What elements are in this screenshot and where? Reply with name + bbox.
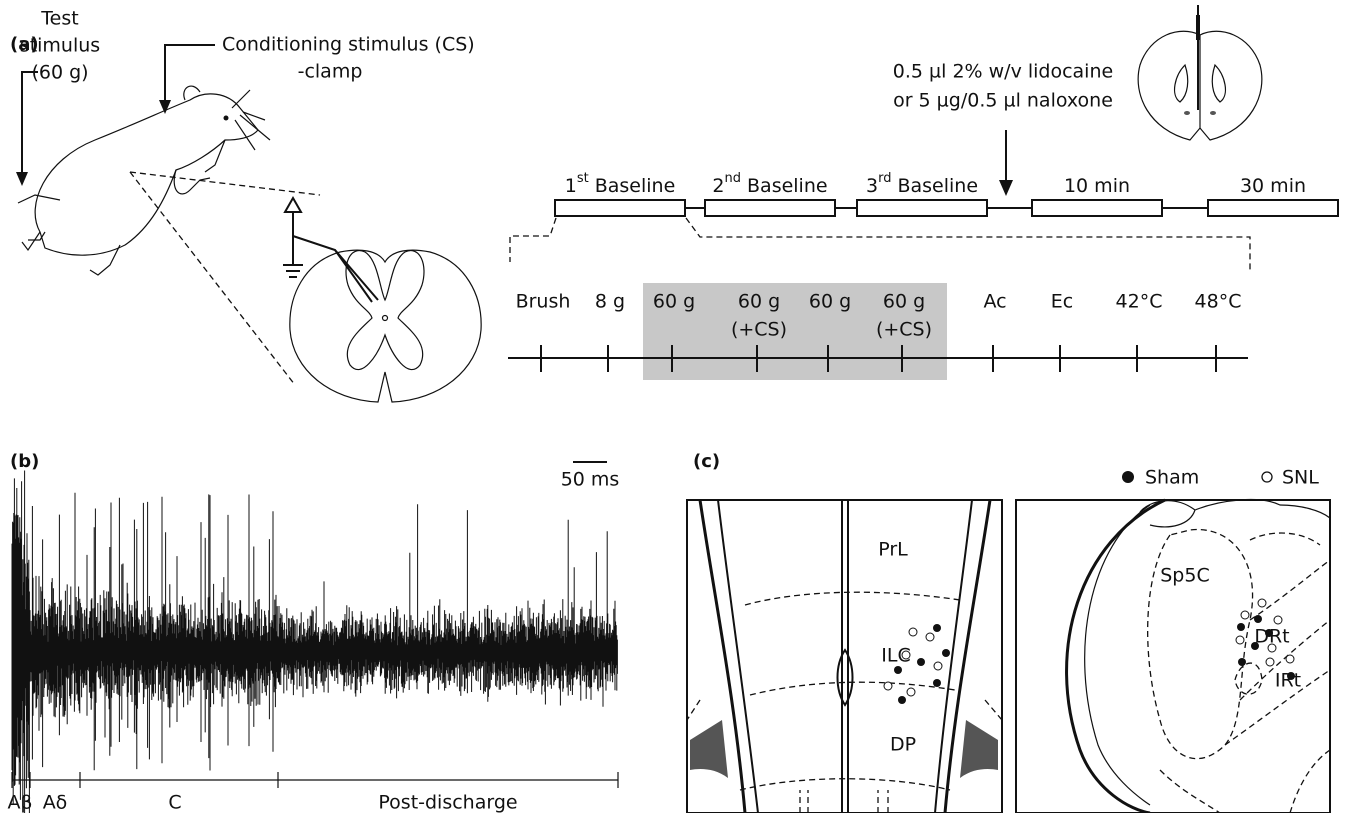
session-number: 1 [565, 175, 577, 197]
phase-label: Post-discharge [378, 792, 517, 813]
recording-sites [884, 599, 1295, 704]
session-label: 10 min [1064, 175, 1130, 197]
zoom-line [130, 172, 295, 385]
test-label: (+CS) [876, 319, 932, 341]
figure: (a) Test stimulus (60 g) Conditioning st… [0, 0, 1346, 813]
panel-label: (c) [693, 451, 720, 472]
session-label: 30 min [1240, 175, 1306, 197]
legend-marker [1122, 471, 1134, 483]
session-box [1032, 200, 1162, 216]
session-box [705, 200, 835, 216]
cs-arrow [165, 45, 215, 108]
phase-label: C [168, 792, 181, 813]
legend-marker [1262, 472, 1272, 482]
phase-label: Aδ [43, 792, 68, 813]
cs-label: Conditioning stimulus (CS) [222, 34, 475, 56]
test-label: 60 g [738, 291, 780, 313]
test-label: 60 g [809, 291, 851, 313]
session-box [1208, 200, 1338, 216]
scale-bar-label: 50 ms [561, 469, 620, 491]
test-arrow [22, 72, 38, 180]
session-name: 30 min [1240, 175, 1306, 197]
panel-label: (b) [10, 451, 39, 472]
region-label: DP [890, 734, 916, 756]
test-label: (+CS) [731, 319, 787, 341]
session-box [555, 200, 685, 216]
injection-label: 0.5 µl 2% w/v lidocaine [893, 61, 1113, 83]
test-label: 60 g [883, 291, 925, 313]
injection-label: or 5 µg/0.5 µl naloxone [893, 90, 1113, 112]
session-label: 2nd Baseline [712, 171, 827, 197]
session-number: 3 [866, 175, 878, 197]
cs-label: -clamp [298, 61, 363, 83]
test-stimulus-label: (60 g) [31, 62, 88, 84]
brain-section-right [1016, 500, 1330, 813]
spinal-cord-section [290, 250, 481, 402]
session-name: Baseline [747, 175, 828, 197]
brain-injection-drawing [1138, 5, 1262, 140]
region-label: IRt [1275, 670, 1301, 692]
test-label: Brush [516, 291, 571, 313]
arrow-head [999, 180, 1013, 196]
session-name: Baseline [595, 175, 676, 197]
test-label: 8 g [595, 291, 625, 313]
session-label: 3rd Baseline [866, 171, 978, 197]
test-label: Ac [983, 291, 1006, 313]
rat-drawing [18, 86, 270, 275]
session-name: Baseline [897, 175, 978, 197]
test-label: 48°C [1195, 291, 1242, 313]
region-label: PrL [878, 539, 908, 561]
session-name: 10 min [1064, 175, 1130, 197]
legend-label: Sham [1145, 467, 1199, 489]
test-label: Ec [1051, 291, 1073, 313]
test-label: 60 g [653, 291, 695, 313]
session-suffix: nd [725, 171, 742, 186]
phase-label: Aβ [7, 792, 32, 813]
session-box [857, 200, 987, 216]
test-stimulus-label: Test [40, 8, 78, 30]
expand-bracket [510, 218, 556, 262]
session-suffix: rd [878, 171, 891, 186]
session-number: 2 [712, 175, 724, 197]
phase-axis [12, 772, 618, 788]
recording-trace [12, 471, 617, 813]
test-label: 42°C [1116, 291, 1163, 313]
expand-bracket [686, 218, 1250, 272]
session-label: 1st Baseline [565, 171, 676, 197]
legend-label: SNL [1282, 467, 1319, 489]
session-suffix: st [577, 171, 589, 186]
region-label: Sp5C [1160, 565, 1209, 587]
test-stimulus-label: stimulus [20, 35, 100, 57]
arrow-head [16, 172, 28, 186]
brain-section-left [687, 500, 1002, 813]
zoom-line [130, 172, 320, 195]
